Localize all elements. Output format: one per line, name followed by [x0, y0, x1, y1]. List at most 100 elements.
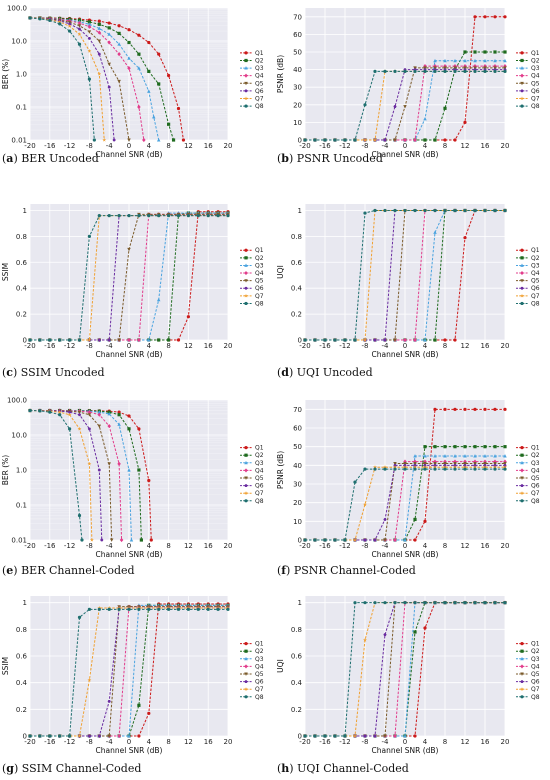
- data-point-Q1: [453, 407, 457, 411]
- x-tick-label: 4: [147, 738, 152, 746]
- data-point-Q8: [313, 734, 317, 738]
- data-point-Q2: [483, 50, 487, 54]
- data-point-Q8: [313, 538, 317, 542]
- data-point-Q5: [87, 413, 92, 417]
- data-point-Q3: [403, 734, 407, 738]
- x-tick-label: -20: [299, 542, 310, 550]
- data-point-Q8: [403, 208, 407, 213]
- caption-g: (g) SSIM Channel-Coded: [2, 762, 141, 775]
- x-axis-label: Channel SNR (dB): [96, 350, 163, 359]
- data-point-Q7: [443, 465, 447, 469]
- data-point-Q2: [493, 445, 497, 449]
- data-point-Q8: [58, 413, 62, 417]
- data-point-Q4: [117, 733, 121, 739]
- data-point-Q2: [157, 82, 161, 86]
- x-tick-label: 8: [166, 738, 170, 746]
- legend-entry-Q4: Q4: [531, 467, 540, 474]
- y-tick-label: 20: [293, 101, 302, 109]
- y-tick-label: 0.01: [11, 137, 27, 145]
- series-line-Q5: [30, 410, 113, 541]
- data-point-Q5: [463, 66, 467, 70]
- x-tick-label: -20: [299, 142, 310, 150]
- data-point-Q8: [353, 138, 357, 142]
- data-point-Q4: [403, 137, 407, 143]
- data-point-Q1: [147, 711, 151, 715]
- data-point-Q8: [453, 601, 457, 605]
- data-point-Q3: [97, 410, 102, 414]
- y-tick-label: 0.8: [291, 626, 302, 634]
- data-point-Q8: [313, 138, 317, 142]
- data-point-Q7: [413, 465, 417, 469]
- data-point-Q4: [403, 337, 407, 343]
- x-axis-label: Channel SNR (dB): [372, 150, 439, 159]
- data-point-Q8: [423, 69, 427, 73]
- data-point-Q2: [443, 106, 447, 110]
- x-tick-label: -4: [382, 542, 390, 550]
- data-point-Q5: [403, 462, 407, 466]
- y-tick-label: 1: [298, 207, 302, 215]
- legend-marker-Q6: [244, 89, 248, 93]
- y-tick-label: 0.4: [16, 679, 28, 687]
- data-point-Q6: [68, 22, 72, 26]
- data-point-Q3: [463, 58, 467, 63]
- x-tick-label: -20: [24, 142, 35, 150]
- y-tick-label: 0.4: [291, 679, 303, 687]
- data-point-Q8: [323, 734, 327, 738]
- y-tick-label: 70: [293, 406, 302, 414]
- data-point-Q1: [127, 414, 131, 418]
- data-point-Q7: [89, 537, 94, 542]
- legend-marker-Q7: [244, 293, 248, 298]
- data-point-Q8: [68, 338, 72, 342]
- x-tick-label: -4: [106, 542, 114, 550]
- data-point-Q8: [393, 467, 397, 471]
- data-point-Q8: [423, 208, 427, 213]
- legend-marker-Q3: [520, 460, 524, 465]
- legend-marker-Q2: [520, 58, 524, 63]
- x-tick-label: 8: [166, 142, 170, 150]
- data-point-Q8: [28, 408, 32, 413]
- data-point-Q8: [483, 69, 487, 73]
- legend-entry-Q3: Q3: [531, 65, 540, 72]
- data-point-Q5: [403, 105, 407, 109]
- data-point-Q2: [463, 50, 467, 54]
- legend-entry-Q7: Q7: [531, 686, 540, 693]
- data-point-Q3: [433, 58, 437, 63]
- legend-marker-Q5: [244, 81, 248, 86]
- data-point-Q8: [157, 214, 161, 218]
- data-point-Q2: [87, 20, 91, 24]
- legend-entry-Q2: Q2: [255, 255, 264, 262]
- data-point-Q2: [433, 338, 437, 342]
- data-point-Q8: [107, 214, 111, 218]
- y-tick-label: 0.1: [16, 502, 27, 510]
- legend-entry-Q4: Q4: [255, 73, 264, 80]
- data-point-Q8: [216, 607, 220, 611]
- legend-entry-Q2: Q2: [531, 648, 540, 655]
- data-point-Q8: [77, 615, 82, 619]
- data-point-Q6: [77, 27, 82, 31]
- data-point-Q5: [107, 462, 111, 466]
- legend-marker-Q4: [244, 73, 248, 78]
- data-point-Q3: [117, 42, 121, 46]
- data-point-Q8: [403, 601, 407, 605]
- x-tick-label: 12: [184, 542, 193, 550]
- x-tick-label: 8: [443, 542, 447, 550]
- legend-entry-Q8: Q8: [255, 694, 264, 701]
- x-tick-label: 4: [147, 142, 152, 150]
- data-point-Q8: [343, 138, 347, 142]
- legend-entry-Q8: Q8: [255, 103, 264, 110]
- x-tick-label: -12: [339, 342, 350, 350]
- legend-marker-Q1: [244, 446, 248, 450]
- x-tick-label: 16: [204, 542, 213, 550]
- legend-marker-Q2: [244, 453, 248, 457]
- data-point-Q7: [102, 137, 107, 142]
- data-point-Q8: [413, 69, 417, 73]
- data-point-Q3: [433, 230, 437, 234]
- x-tick-label: 16: [481, 542, 490, 550]
- data-point-Q7: [363, 502, 367, 507]
- data-point-Q8: [147, 214, 151, 218]
- data-point-Q6: [112, 138, 116, 142]
- data-point-Q8: [77, 513, 82, 518]
- x-tick-label: -16: [44, 542, 56, 550]
